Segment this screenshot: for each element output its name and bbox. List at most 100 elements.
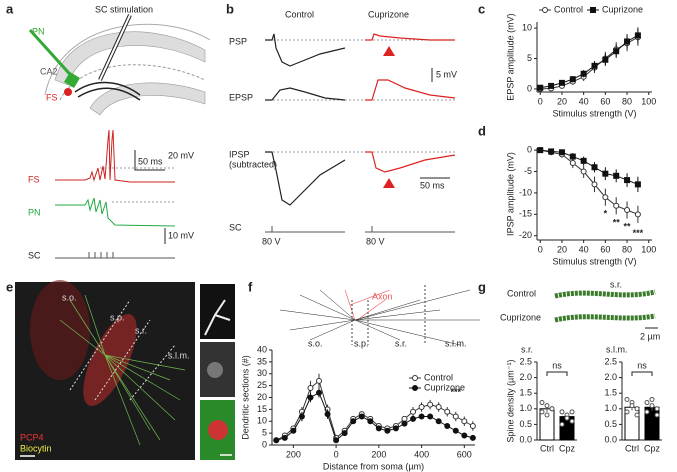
y-tick-label: 1.0	[519, 403, 532, 413]
scale-bar: 5 mV	[436, 69, 457, 79]
data-point	[649, 403, 655, 409]
layer-label: s.l.m.	[445, 338, 467, 348]
marker	[350, 418, 357, 425]
x-axis-label: Stimulus strength (V)	[552, 256, 636, 266]
column-label: Control	[285, 9, 314, 19]
marker	[375, 425, 382, 432]
y-tick-label: 0	[527, 83, 532, 93]
marker	[580, 168, 587, 175]
marker	[613, 48, 620, 55]
marker	[548, 82, 555, 89]
title: SC stimulation	[95, 4, 153, 14]
scale-bar: 20 mV	[168, 150, 194, 160]
scale-bar: 50 ms	[420, 180, 445, 190]
annotation: *	[604, 209, 608, 219]
data-point	[569, 418, 575, 424]
panel-label: d	[478, 123, 486, 138]
y-axis-label: EPSP amplitude (mV)	[505, 13, 515, 100]
scale-bar: 50 ms	[138, 156, 163, 166]
data-point	[644, 400, 650, 406]
cell-label: PN	[32, 26, 45, 36]
axon-label: Axon	[372, 291, 393, 301]
marker	[367, 418, 374, 425]
data-point	[654, 412, 660, 418]
annotation: **	[613, 217, 621, 227]
x-tick-label: 40	[579, 96, 589, 106]
marker	[602, 194, 609, 201]
marker	[580, 157, 587, 164]
marker	[358, 413, 365, 420]
marker	[418, 413, 425, 420]
annotation: **	[624, 222, 632, 232]
series-line	[540, 149, 639, 215]
row-label: Cuprizone	[500, 312, 541, 322]
x-tick-label: 40	[579, 244, 589, 254]
stimulus-label: 80 V	[262, 236, 281, 246]
marker	[410, 408, 417, 415]
panel-label: c	[478, 1, 485, 16]
y-axis-label: Dendritic sections (#)	[240, 355, 250, 440]
marker	[435, 404, 442, 410]
row-label: EPSP	[229, 92, 253, 102]
marker	[634, 181, 641, 188]
layer-label: s.p.	[354, 338, 369, 348]
marker	[316, 377, 323, 384]
x-tick-label: Ctrl	[625, 443, 639, 453]
marker	[401, 420, 408, 427]
x-tick-label: Cpz	[559, 443, 576, 453]
panel-label: a	[6, 1, 14, 16]
marker	[624, 177, 631, 184]
y-tick-label: 0.5	[519, 419, 532, 429]
marker	[591, 62, 598, 69]
trace-label: SC	[28, 250, 41, 260]
y-tick-label: 30	[257, 368, 267, 378]
y-tick-label: 0	[262, 439, 267, 449]
y-tick-label: 2.0	[604, 372, 617, 382]
x-tick-label: 60	[600, 96, 610, 106]
marker	[307, 385, 314, 391]
layer-label: s.o.	[62, 292, 77, 302]
marker	[634, 32, 641, 39]
y-tick-label: 2.0	[519, 372, 532, 382]
panel-label: f	[248, 279, 253, 294]
region-label: CA2	[40, 66, 58, 76]
panel-g-image: Control Cuprizone s.r. 2 µm	[500, 279, 660, 341]
marker	[569, 76, 576, 83]
marker	[427, 401, 434, 408]
data-point	[559, 409, 565, 415]
y-tick-label: 0.0	[604, 434, 617, 444]
legend-marker	[590, 7, 596, 13]
marker	[273, 437, 280, 444]
legend-marker	[542, 7, 548, 13]
y-tick-label: -20	[519, 230, 532, 240]
stain-label: PCP4	[20, 432, 44, 442]
panel-label: g	[478, 279, 486, 294]
marker	[613, 202, 620, 209]
x-tick-label: 0	[538, 244, 543, 254]
marker	[290, 427, 297, 434]
marker	[548, 148, 555, 155]
marker	[384, 427, 391, 434]
panel-label: b	[226, 1, 234, 16]
row-label: (subtracted)	[229, 159, 277, 169]
legend-label: Control	[424, 372, 453, 382]
y-tick-label: -10	[519, 187, 532, 197]
marker	[569, 159, 576, 166]
marker	[624, 38, 631, 45]
marker	[591, 181, 598, 188]
y-tick-label: 1.0	[604, 403, 617, 413]
data-point	[539, 409, 545, 415]
trace-label: FS	[28, 174, 40, 184]
column-label: Cuprizone	[368, 9, 409, 19]
data-point	[634, 406, 640, 412]
layer-label: s.p.	[110, 312, 125, 322]
x-tick-label: 400	[414, 449, 429, 459]
cell-label: FS	[46, 92, 58, 102]
marker	[281, 434, 288, 441]
y-tick-label: 35	[257, 356, 267, 366]
layer-label: s.o.	[308, 338, 323, 348]
marker	[558, 149, 565, 156]
data-point	[559, 421, 565, 427]
x-tick-label: 20	[557, 244, 567, 254]
